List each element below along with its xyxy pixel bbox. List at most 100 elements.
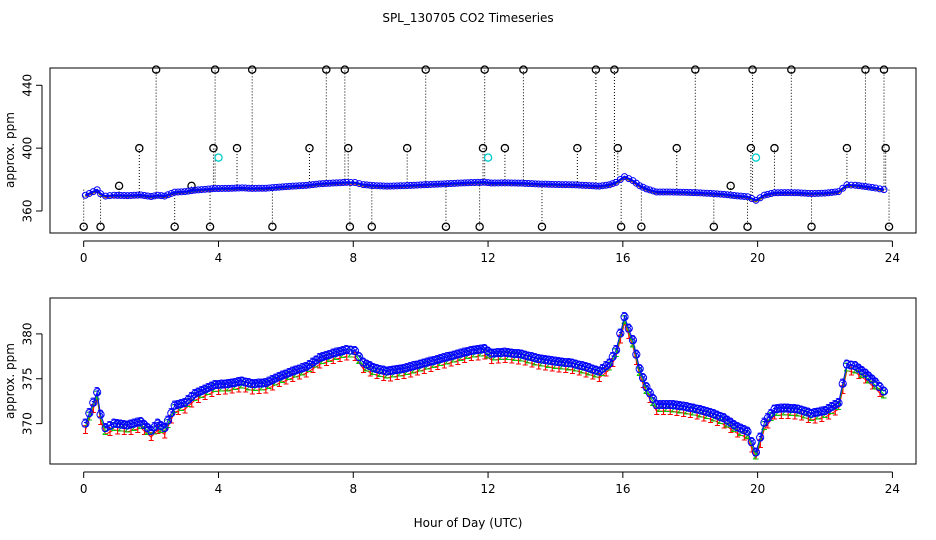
- top-series-3-circle: [208, 185, 216, 193]
- spike-marker: [746, 143, 756, 153]
- top-series-3-circle: [282, 183, 290, 191]
- series-3-circle: [834, 398, 843, 408]
- top-series-3-circle: [531, 180, 539, 188]
- series-1-point: 1: [322, 355, 330, 369]
- spike-marker: [613, 143, 623, 153]
- top-series-3-circle: [834, 188, 842, 196]
- series-1-point: 1: [235, 381, 243, 395]
- top-series-3-circle: [595, 182, 603, 190]
- top-series-3-circle: [491, 179, 499, 187]
- series-3-point: 3: [609, 350, 617, 364]
- top-series-3-circle: [110, 191, 118, 199]
- series-3-point: 3: [612, 343, 620, 357]
- top-series-3-circle: [369, 182, 377, 190]
- top-series-3-circle: [514, 179, 522, 187]
- top-series-3-circle: [653, 188, 661, 196]
- series-1-point: 1: [862, 373, 870, 387]
- top-series-3-circle: [393, 182, 401, 190]
- spike-marker: [305, 143, 314, 153]
- series-3-circle: [649, 394, 658, 403]
- bottom-x-tick-label: 24: [885, 482, 900, 496]
- series-1-point: 1: [289, 371, 297, 385]
- series-1-point: 1: [535, 358, 543, 372]
- spike-marker: [884, 222, 894, 231]
- series-1-point: 1: [673, 405, 681, 419]
- top-x-tick-label: 24: [885, 251, 900, 265]
- top-series-3-circle: [390, 182, 398, 190]
- series-1-point: 1: [777, 408, 785, 422]
- top-series-3-circle: [804, 189, 812, 197]
- top-series-3-circle: [272, 183, 280, 191]
- top-series-3-circle: [794, 189, 802, 197]
- top-series-3-circle: [847, 181, 855, 189]
- series-1-point: 1: [400, 368, 408, 382]
- top-series-3-circle: [748, 195, 756, 203]
- series-1-point: 1: [855, 368, 863, 382]
- series-1-point: 1: [215, 384, 223, 398]
- top-series-3-circle: [696, 189, 704, 197]
- series-1-point: 1: [420, 363, 428, 377]
- series-3-point: 3: [144, 421, 152, 435]
- top-series-3-circle: [521, 179, 529, 187]
- series-3-circle: [847, 361, 856, 370]
- top-x-tick-label: 20: [750, 251, 765, 265]
- bottom-y-tick-label: 380: [21, 322, 35, 345]
- series-1-point: 1: [467, 350, 475, 364]
- series-3-circle: [96, 410, 105, 419]
- top-series-3-circle: [511, 179, 519, 187]
- spike-marker: [519, 65, 528, 74]
- top-series-3-circle: [585, 182, 593, 190]
- top-series-3-circle: [198, 186, 206, 194]
- series-3-point: 3: [636, 362, 644, 376]
- top-series-3-circle: [332, 179, 340, 187]
- series-3-point: 3: [347, 343, 355, 357]
- series-3-circle: [93, 388, 102, 397]
- top-series-3-circle: [558, 181, 566, 189]
- series-1-point: 1: [393, 369, 401, 383]
- series-3-circle: [298, 364, 307, 373]
- series-3-point: 3: [839, 377, 847, 391]
- series-3-circle: [842, 360, 852, 369]
- series-3-point: 3: [141, 418, 149, 432]
- top-series-3-circle: [562, 181, 570, 189]
- series-3-point: 3: [147, 424, 155, 438]
- top-series-3-circle: [760, 191, 768, 199]
- top-series-3-circle: [235, 184, 243, 192]
- series-3-circle: [350, 346, 360, 356]
- top-series-3-circle: [481, 178, 489, 186]
- top-series-3-circle: [518, 179, 526, 187]
- series-3-point: 3: [639, 371, 647, 385]
- spike-marker: [205, 222, 215, 231]
- spike-marker: [500, 143, 510, 153]
- spike-marker: [573, 143, 582, 153]
- series-3-circle: [612, 345, 621, 355]
- series-1-point: 1: [161, 427, 169, 441]
- top-series-3-circle: [150, 192, 158, 200]
- series-3-circle: [756, 433, 765, 442]
- series-1-point: 1: [275, 376, 283, 390]
- top-series-3-circle: [140, 191, 148, 199]
- top-series-3-circle: [744, 193, 752, 201]
- top-series-3-circle: [548, 180, 556, 188]
- series-1-point: 1: [181, 402, 189, 416]
- series-1-point: 1: [734, 426, 742, 440]
- series-1-point: 1: [407, 366, 415, 380]
- series-3-circle: [85, 409, 94, 418]
- top-axes: 0 4 8 12 16 20 24 360 400 440: [21, 74, 901, 265]
- spike-marker: [726, 181, 735, 191]
- series-1-point: 1: [791, 408, 799, 422]
- top-series-3-circle: [686, 189, 694, 197]
- series-1-point: 1: [97, 414, 105, 428]
- series-3-circle: [879, 387, 889, 396]
- top-series-3-circle: [865, 183, 873, 191]
- spike-marker: [343, 143, 353, 153]
- top-series-3-circle: [676, 188, 684, 196]
- top-x-tick-label: 8: [349, 251, 357, 265]
- series-1-point: 1: [296, 369, 304, 383]
- spike-marker: [367, 222, 377, 231]
- top-series-3-circle: [811, 189, 819, 197]
- spike-marker: [807, 222, 816, 231]
- top-series-3-circle: [767, 190, 775, 198]
- series-3-point: 3: [767, 407, 775, 421]
